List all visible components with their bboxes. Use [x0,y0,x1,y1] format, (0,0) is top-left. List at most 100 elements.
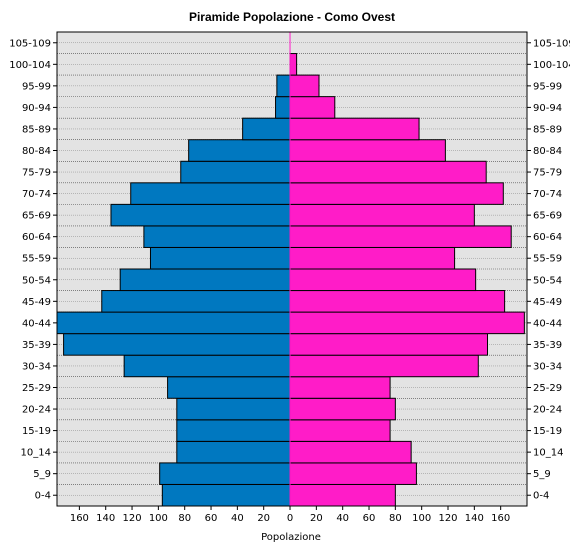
bar-left-15-19 [176,419,291,442]
bar-left-45-49 [101,290,291,313]
y-tick-label-right: 5_9 [533,469,551,480]
y-tick-label-left: 55-59 [22,254,51,265]
y-tick-label-left: 105-109 [9,38,51,49]
x-axis-label: Popolazione [261,532,321,543]
plot-border [56,31,528,507]
x-tick-label: 120 [438,513,457,524]
y-tick-label-left: 85-89 [22,124,51,135]
chart-title: Piramide Popolazione - Como Ovest [189,10,395,24]
bar-right-25-29 [289,376,391,399]
bar-left-80-84 [188,139,291,162]
y-tick-label-right: 100-104 [533,60,570,71]
y-tick-label-left: 100-104 [9,60,51,71]
y-tick-label-right: 70-74 [533,189,562,200]
bar-left-70-74 [130,182,291,205]
bar-left-35-39 [63,333,291,356]
bar-right-55-59 [289,246,456,270]
y-tick-label-left: 10_14 [21,448,51,459]
bar-right-95-99 [289,74,320,98]
y-tick-label-left: 35-39 [22,340,51,351]
y-tick-label-left: 0-4 [35,491,51,502]
bar-left-0-4 [161,483,291,507]
x-tick-label: 100 [149,513,168,524]
x-tick-label: 40 [231,513,244,524]
x-tick-label: 80 [178,513,191,524]
y-tick-label-left: 75-79 [22,168,51,179]
bar-right-45-49 [289,290,506,313]
bar-right-100-104 [289,53,298,76]
y-tick-label-right: 20-24 [533,405,562,416]
bar-right-35-39 [289,333,489,356]
y-tick-label-left: 95-99 [22,81,51,92]
y-tick-label-right: 80-84 [533,146,562,157]
y-tick-label-left: 5_9 [33,469,51,480]
x-tick-label: 0 [287,513,293,524]
bar-right-90-94 [289,96,336,119]
bar-right-10_14 [289,440,412,464]
bar-left-95-99 [276,74,291,98]
y-tick-label-left: 45-49 [22,297,51,308]
y-tick-label-left: 60-64 [22,232,51,243]
bar-left-85-89 [242,117,291,141]
y-tick-label-right: 25-29 [533,383,562,394]
y-tick-label-right: 40-44 [533,318,562,329]
bar-right-40-44 [289,311,525,335]
x-tick-label: 100 [412,513,431,524]
y-tick-label-left: 25-29 [22,383,51,394]
y-tick-label-left: 80-84 [22,146,51,157]
y-tick-label-left: 40-44 [22,318,51,329]
y-tick-label-left: 70-74 [22,189,51,200]
bar-left-25-29 [167,376,291,399]
bar-right-85-89 [289,117,420,141]
x-tick-label: 60 [363,513,376,524]
y-tick-label-right: 105-109 [533,38,570,49]
x-tick-label: 40 [336,513,349,524]
x-tick-label: 60 [205,513,218,524]
bar-left-65-69 [110,203,291,227]
y-tick-label-left: 65-69 [22,211,51,222]
y-tick-label-left: 15-19 [22,426,51,437]
bar-right-5_9 [289,462,417,485]
bar-left-40-44 [56,311,291,335]
y-tick-label-left: 30-34 [22,361,51,372]
x-tick-label: 20 [310,513,323,524]
y-tick-label-right: 35-39 [533,340,562,351]
y-tick-label-right: 55-59 [533,254,562,265]
bar-left-10_14 [176,440,291,464]
bar-left-30-34 [123,354,291,378]
bar-left-55-59 [149,246,291,270]
bar-right-50-54 [289,268,477,292]
x-tick-label: 160 [491,513,510,524]
y-tick-label-right: 65-69 [533,211,562,222]
y-tick-label-right: 85-89 [533,124,562,135]
bar-right-20-24 [289,397,396,421]
y-tick-label-left: 50-54 [22,275,51,286]
y-tick-label-right: 10_14 [533,448,563,459]
bar-right-0-4 [289,483,396,507]
x-tick-label: 20 [257,513,270,524]
bar-left-20-24 [176,397,291,421]
y-tick-label-right: 60-64 [533,232,562,243]
y-tick-label-left: 90-94 [22,103,51,114]
y-tick-label-right: 45-49 [533,297,562,308]
x-tick-label: 140 [96,513,115,524]
bar-left-75-79 [180,160,291,184]
bar-right-80-84 [289,139,446,162]
y-tick-label-left: 20-24 [22,405,51,416]
bar-right-75-79 [289,160,487,184]
bar-right-30-34 [289,354,479,378]
bar-left-60-64 [143,225,291,248]
y-tick-label-right: 75-79 [533,168,562,179]
y-tick-label-right: 95-99 [533,81,562,92]
bar-left-5_9 [159,462,291,485]
bar-right-70-74 [289,182,504,205]
y-tick-label-right: 15-19 [533,426,562,437]
x-tick-label: 120 [122,513,141,524]
x-tick-label: 160 [70,513,89,524]
bar-left-90-94 [275,96,291,119]
x-tick-label: 140 [465,513,484,524]
y-tick-label-right: 0-4 [533,491,549,502]
y-tick-label-right: 30-34 [533,361,562,372]
